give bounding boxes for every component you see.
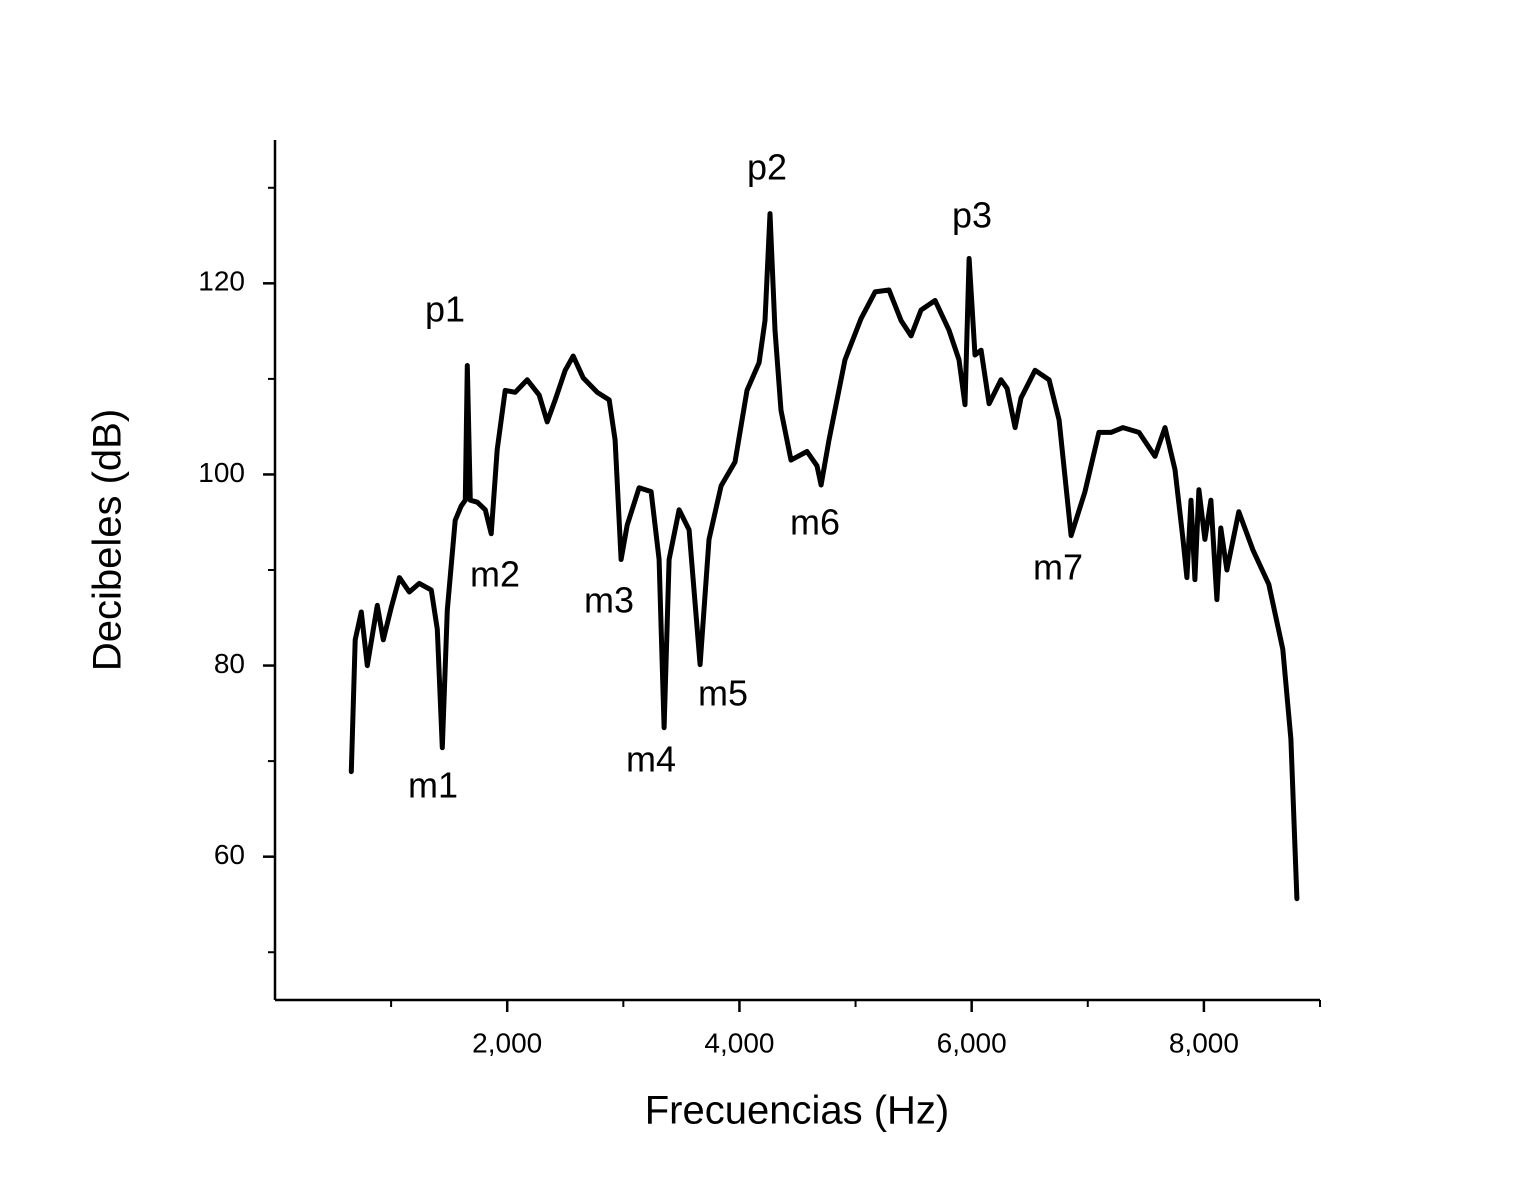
- annotation: m7: [1033, 547, 1083, 588]
- y-tick-label: 100: [198, 457, 245, 488]
- y-tick-label: 60: [214, 839, 245, 870]
- y-tick-label: 120: [198, 266, 245, 297]
- x-tick-label: 4,000: [704, 1027, 774, 1058]
- annotation: m5: [698, 673, 748, 714]
- annotation: p1: [425, 289, 465, 330]
- x-tick-label: 6,000: [937, 1027, 1007, 1058]
- annotation: m4: [626, 739, 676, 780]
- y-tick-label: 80: [214, 648, 245, 679]
- annotation: m6: [790, 502, 840, 543]
- y-axis-title: Decibeles (dB): [86, 409, 130, 671]
- data-line: [348, 211, 1300, 902]
- annotation: p3: [952, 195, 992, 236]
- annotation: m1: [408, 765, 458, 806]
- x-tick-label: 8,000: [1169, 1027, 1239, 1058]
- annotation: m2: [470, 554, 520, 595]
- x-axis-title: Frecuencias (Hz): [645, 1089, 950, 1133]
- annotation: m3: [584, 580, 634, 621]
- annotation: p2: [747, 147, 787, 188]
- x-tick-label: 2,000: [472, 1027, 542, 1058]
